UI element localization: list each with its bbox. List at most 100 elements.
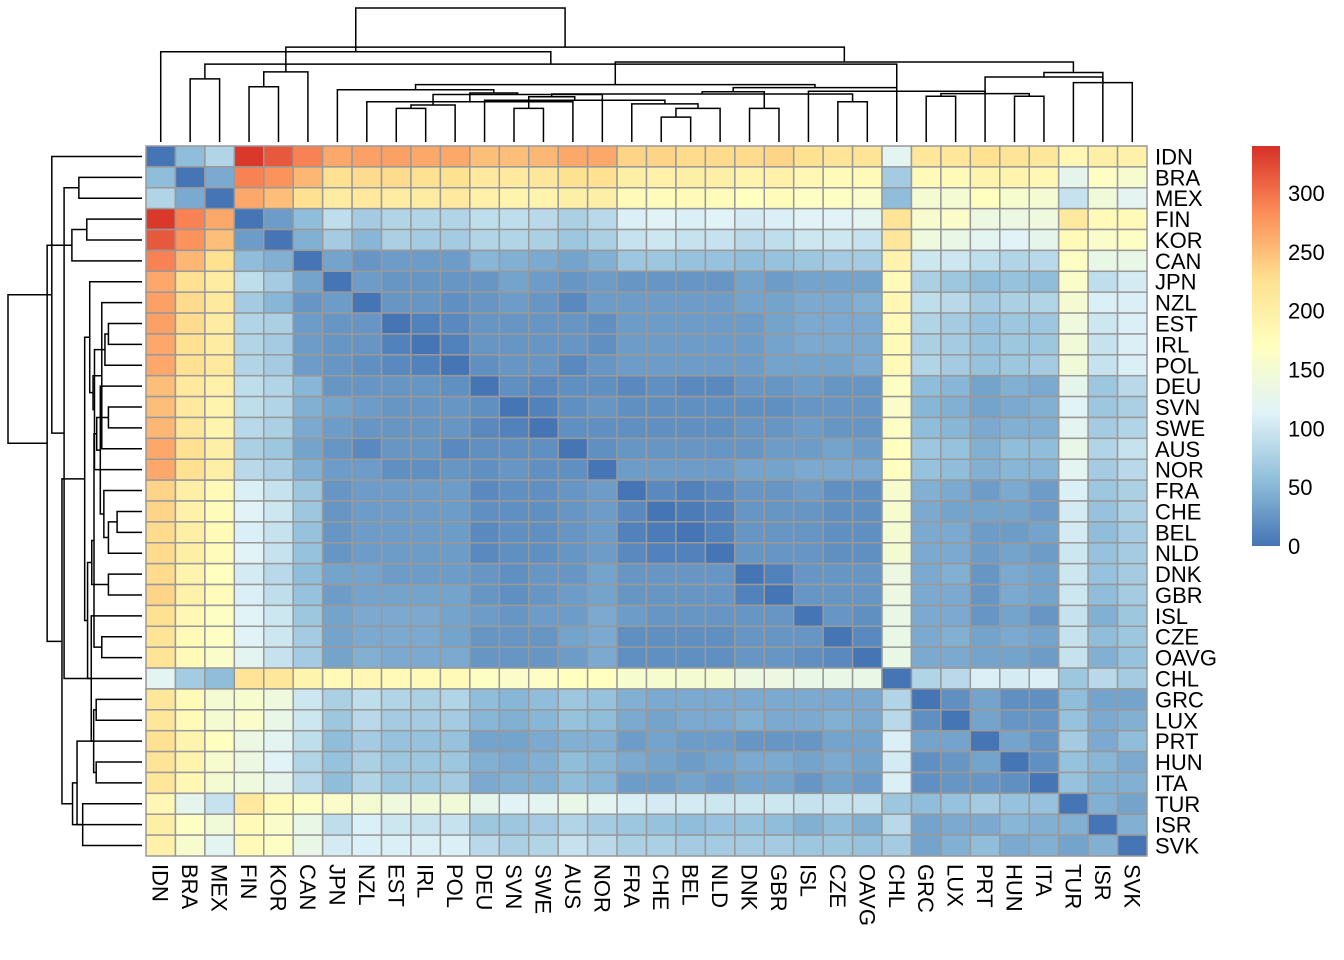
heatmap-cell <box>763 771 795 795</box>
heatmap-cell <box>410 750 442 774</box>
heatmap-cell <box>763 562 795 586</box>
heatmap-cell <box>321 792 353 815</box>
heatmap-cell <box>233 228 265 252</box>
heatmap-cell <box>940 333 972 356</box>
heatmap-cell <box>351 479 383 502</box>
dendrogram-branch <box>513 107 545 142</box>
heatmap-cell <box>174 416 206 440</box>
heatmap-cell <box>1057 458 1089 481</box>
heatmap-cell <box>734 542 766 565</box>
heatmap-cell <box>999 249 1030 273</box>
heatmap-cell <box>410 583 442 607</box>
heatmap-cell <box>439 207 471 231</box>
heatmap-cell <box>263 521 294 544</box>
heatmap-cell <box>734 500 766 523</box>
dendrogram-branch <box>107 573 142 596</box>
heatmap-cell <box>822 145 854 168</box>
heatmap-cell <box>410 834 442 857</box>
heatmap-cell <box>969 166 1001 189</box>
dendrogram-branch <box>701 91 766 109</box>
heatmap-cell <box>675 500 707 523</box>
heatmap-cell <box>851 166 883 189</box>
heatmap-cell <box>557 792 589 815</box>
heatmap-cell <box>969 834 1001 857</box>
heatmap-cell <box>763 625 795 648</box>
heatmap-cell <box>380 228 412 252</box>
heatmap-cell <box>145 625 177 648</box>
heatmap-cell <box>292 249 324 273</box>
heatmap-cell <box>734 792 766 815</box>
heatmap-cell <box>645 437 677 460</box>
heatmap-cell <box>616 646 648 669</box>
heatmap-cell <box>616 312 648 335</box>
heatmap-cell <box>822 583 854 607</box>
heatmap-cell <box>410 521 442 544</box>
heatmap-cell <box>321 312 353 335</box>
heatmap-cell <box>380 521 412 544</box>
heatmap-cell <box>586 667 618 690</box>
heatmap-cell <box>498 834 530 857</box>
heatmap-cell <box>351 688 383 711</box>
heatmap-cell <box>233 312 265 335</box>
dendrogram-branch <box>748 107 780 142</box>
heatmap-cell <box>851 729 883 753</box>
heatmap-cell <box>763 270 795 293</box>
heatmap-cell <box>734 813 766 836</box>
heatmap-cell <box>557 166 589 189</box>
heatmap-cell <box>498 792 530 815</box>
heatmap-cell <box>910 562 942 586</box>
heatmap-cell <box>763 207 795 231</box>
heatmap-cell <box>645 312 677 335</box>
heatmap-cell <box>174 228 206 252</box>
heatmap-cell <box>233 646 265 669</box>
heatmap-cell <box>586 374 618 398</box>
heatmap-cell <box>410 437 442 460</box>
heatmap-cell <box>351 437 383 460</box>
heatmap-cell <box>410 625 442 648</box>
heatmap-cell <box>1087 333 1119 356</box>
heatmap-cell <box>704 688 736 711</box>
heatmap-cell <box>940 792 972 815</box>
heatmap-cell <box>881 625 913 648</box>
heatmap-cell <box>292 521 324 544</box>
heatmap-cell <box>439 416 471 440</box>
heatmap-cell <box>586 729 618 753</box>
heatmap-cell <box>645 374 677 398</box>
heatmap-cell <box>881 312 913 335</box>
heatmap-cell <box>999 500 1030 523</box>
heatmap-cell <box>851 458 883 481</box>
heatmap-cell <box>1087 312 1119 335</box>
heatmap-cell <box>557 521 589 544</box>
legend-tick-label: 200 <box>1288 299 1325 324</box>
heatmap-cell <box>616 771 648 795</box>
heatmap-cell <box>969 729 1001 753</box>
heatmap-cell <box>380 312 412 335</box>
column-label: DNK <box>737 864 762 911</box>
heatmap-cell <box>1087 646 1119 669</box>
heatmap-cell <box>410 228 442 252</box>
heatmap-cell <box>1028 562 1060 586</box>
heatmap-cell <box>380 395 412 419</box>
heatmap-cell <box>763 813 795 836</box>
heatmap-cell <box>999 458 1030 481</box>
legend-tick-label: 150 <box>1288 358 1325 383</box>
heatmap-cell <box>645 416 677 440</box>
heatmap-cell <box>675 521 707 544</box>
heatmap-cell <box>204 500 236 523</box>
heatmap-cell <box>557 583 589 607</box>
heatmap-cell <box>292 771 324 795</box>
heatmap-cell <box>763 729 795 753</box>
heatmap-cell <box>734 416 766 440</box>
heatmap-cell <box>498 625 530 648</box>
heatmap-cell <box>263 750 294 774</box>
heatmap-cell <box>704 312 736 335</box>
row-label: DNK <box>1155 562 1202 587</box>
heatmap-cell <box>174 374 206 398</box>
heatmap-cell <box>174 813 206 836</box>
heatmap-cell <box>174 187 206 210</box>
heatmap-cell <box>616 667 648 690</box>
dendrogram-branch <box>940 92 1030 97</box>
heatmap-cell <box>910 625 942 648</box>
heatmap-cell <box>763 145 795 168</box>
heatmap-cell <box>469 270 501 293</box>
